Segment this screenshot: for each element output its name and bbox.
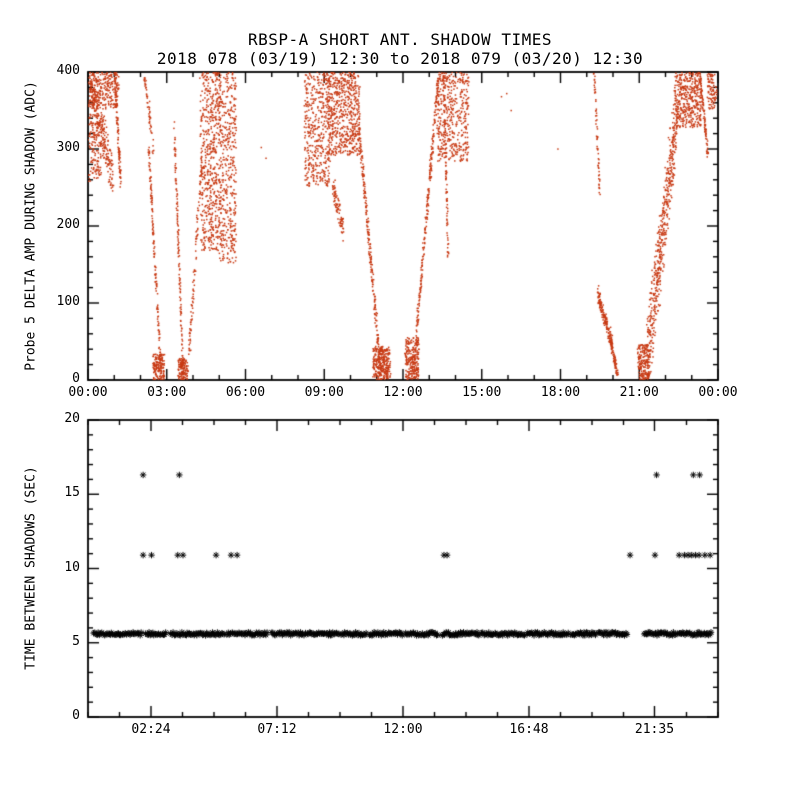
page-subtitle: 2018 078 (03/19) 12:30 to 2018 079 (03/2… [156, 49, 644, 68]
y-tick-label: 300 [56, 140, 80, 155]
x-tick-label: 15:00 [462, 385, 502, 400]
y-tick-label: 15 [64, 485, 80, 501]
x-tick-label: 03:00 [147, 385, 187, 400]
x-tick-label: 00:00 [68, 385, 108, 400]
y-tick-label: 200 [56, 217, 80, 232]
page-title: RBSP-A SHORT ANT. SHADOW TIMES [248, 30, 552, 49]
x-tick-label: 09:00 [304, 385, 344, 400]
x-tick-label: 18:00 [540, 385, 581, 400]
x-tick-label: 12:00 [383, 722, 423, 737]
x-tick-label: 07:12 [257, 722, 297, 737]
y-tick-label: 20 [64, 411, 80, 426]
x-tick-label: 12:00 [383, 385, 423, 400]
x-tick-label: 21:35 [634, 722, 675, 737]
y-tick-label: 400 [56, 63, 80, 78]
x-tick-label: 21:00 [619, 385, 659, 400]
y-tick-label: 0 [72, 708, 80, 723]
x-tick-label: 06:00 [225, 385, 266, 400]
x-tick-label: 16:48 [509, 722, 549, 737]
y-tick-label: 0 [72, 371, 80, 386]
y-tick-label: 10 [64, 559, 80, 575]
x-tick-label: 02:24 [131, 722, 171, 737]
x-tick-label: 00:00 [698, 385, 738, 400]
y-tick-label: 100 [56, 294, 80, 309]
y-tick-label: 5 [72, 633, 80, 649]
